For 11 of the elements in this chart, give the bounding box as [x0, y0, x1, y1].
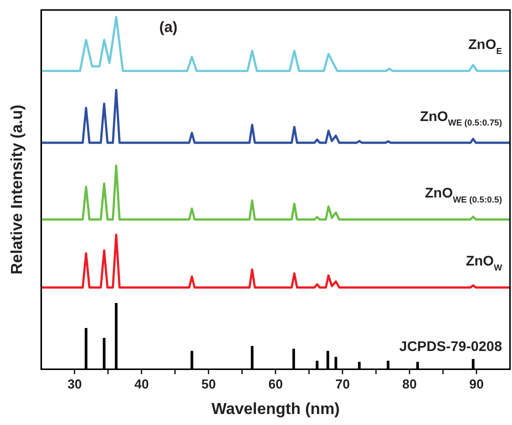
x-tick-label: 90: [469, 376, 484, 392]
series-label: JCPDS-79-0208: [399, 338, 502, 354]
x-tick-label: 40: [134, 376, 149, 392]
x-tick-label: 70: [335, 376, 350, 392]
y-axis-title: Relative Intensity (a.u): [9, 104, 26, 275]
x-tick-label: 80: [402, 376, 417, 392]
annotation: (a): [159, 19, 178, 36]
x-tick-label: 60: [268, 376, 283, 392]
x-tick-label: 50: [201, 376, 216, 392]
x-axis-title: Wavelength (nm): [211, 400, 340, 418]
x-tick-label: 30: [67, 376, 82, 392]
